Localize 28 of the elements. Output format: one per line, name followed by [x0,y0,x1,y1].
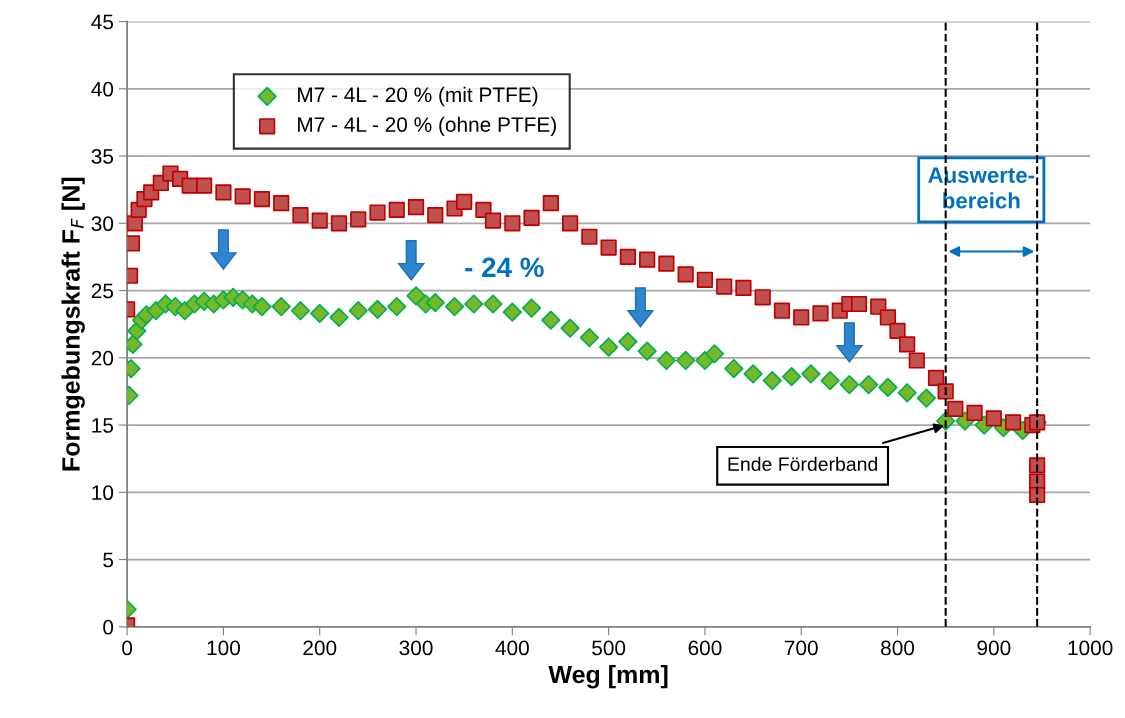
y-tick-label: 0 [103,619,114,635]
y-tick-label: 30 [91,216,114,232]
x-tick-label: 400 [495,640,529,656]
y-tick-label: 20 [91,350,114,366]
x-tick-label: 300 [399,640,433,656]
annotation: - 24 % [465,257,544,278]
x-tick-label: 800 [881,640,915,656]
legend-label: M7 - 4L - 20 % (mit PTFE) [298,86,538,107]
y-tick-label: 40 [91,81,114,97]
y-tick-label: 15 [92,418,114,433]
x-axis-title: Weg [mm] [548,664,668,689]
y-tick-label: 10 [92,485,114,501]
x-tick-label: 600 [688,640,722,656]
x-tick-label: 500 [592,640,626,656]
x-tick-label: 900 [977,640,1011,656]
y-tick-label: 5 [103,552,114,568]
x-tick-label: 1000 [1068,640,1113,656]
y-tick-label: 25 [91,283,114,299]
y-tick-label: 35 [91,149,114,164]
x-tick-label: 0 [122,640,133,656]
x-tick-label: 700 [784,640,818,656]
x-tick-label: 200 [303,640,337,656]
annotation: Ende Förderband [728,456,878,472]
y-tick-label: 45 [91,14,114,30]
x-tick-label: 100 [207,640,240,656]
y-axis-title: Formgebungskraft F$_{F}$ [N] [61,177,85,471]
legend-label: M7 - 4L - 20 % (ohne PTFE) [298,116,556,137]
annotation: Auswerte- bereich [928,167,1035,209]
